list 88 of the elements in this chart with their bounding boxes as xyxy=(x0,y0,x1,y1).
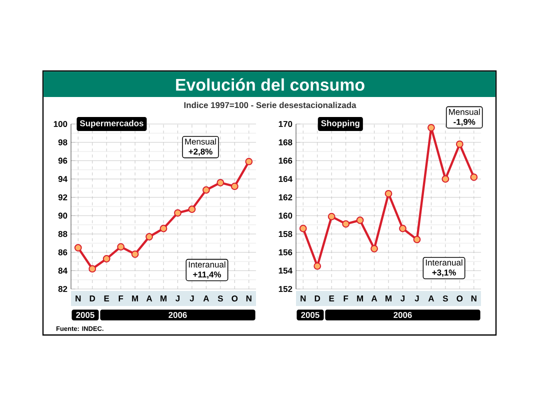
x-tick-label: F xyxy=(344,296,348,302)
text: Shopping xyxy=(321,120,360,128)
annotation: Interanual xyxy=(426,259,462,266)
point xyxy=(88,265,96,273)
point xyxy=(413,236,421,244)
y-tick-label: 158 xyxy=(278,231,292,237)
x-tick-label: D xyxy=(314,296,320,302)
point xyxy=(245,158,253,166)
point xyxy=(117,243,125,251)
point xyxy=(370,244,378,252)
point xyxy=(230,182,238,190)
y-tick-label: 152 xyxy=(278,286,292,292)
x-tick-label: M xyxy=(132,296,138,302)
point xyxy=(356,216,364,224)
x-tick-label: M xyxy=(160,296,166,302)
y-tick-label: 90 xyxy=(58,212,68,219)
x-tick-label: F xyxy=(118,296,124,302)
x-tick-label: A xyxy=(146,296,152,302)
x-tick-label: N xyxy=(76,296,81,302)
y-tick-label: 86 xyxy=(58,249,68,256)
text: Supermercados xyxy=(80,120,144,128)
point xyxy=(384,190,392,198)
y-tick-label: 92 xyxy=(58,194,68,200)
text: 2006 xyxy=(168,312,187,318)
point xyxy=(428,124,435,132)
text: 2005 xyxy=(301,312,320,318)
point xyxy=(202,186,210,194)
y-tick-label: 170 xyxy=(278,121,292,127)
point xyxy=(442,175,450,183)
y-tick-label: 156 xyxy=(278,249,292,256)
y-tick-label: 88 xyxy=(58,231,68,237)
point xyxy=(146,233,153,240)
y-tick-label: 84 xyxy=(58,268,68,274)
annotation: -1,9% xyxy=(454,118,476,126)
point xyxy=(314,262,322,270)
x-tick-label: A xyxy=(371,296,378,302)
annotation: +3,1% xyxy=(432,270,456,277)
x-tick-label: A xyxy=(428,296,434,302)
x-tick-label: J xyxy=(176,296,180,302)
point xyxy=(328,212,336,220)
x-tick-label: S xyxy=(218,296,223,302)
text: 2006 xyxy=(394,312,412,318)
x-tick-label: E xyxy=(104,296,110,302)
x-tick-label: J xyxy=(414,296,419,302)
y-tick-label: 162 xyxy=(278,194,292,200)
point xyxy=(456,140,464,148)
text: Mensual xyxy=(449,108,480,115)
point xyxy=(188,206,196,213)
x-tick-label: O xyxy=(232,296,238,302)
y-tick-label: 96 xyxy=(58,158,68,164)
y-tick-label: 160 xyxy=(278,212,292,219)
x-tick-label: N xyxy=(300,296,306,302)
point xyxy=(299,224,307,232)
x-tick-label: M xyxy=(357,296,364,302)
x-tick-label: J xyxy=(400,296,405,302)
y-tick-label: 82 xyxy=(58,286,68,292)
annotation: Interanual xyxy=(188,261,226,268)
x-tick-label: N xyxy=(246,296,252,302)
x-tick-label: N xyxy=(471,296,476,302)
x-tick-label: J xyxy=(190,296,194,302)
y-tick-label: 100 xyxy=(54,121,68,127)
x-tick-label: E xyxy=(329,296,334,302)
chart-subtitle: Indice 1997=100 - Serie desestacionalizada xyxy=(184,102,356,108)
y-tick-label: 154 xyxy=(278,268,292,274)
y-tick-label: 164 xyxy=(278,176,292,182)
annotation: +11,4% xyxy=(193,272,222,279)
chart-title: Evolución del consumo xyxy=(176,78,364,91)
point xyxy=(160,224,168,232)
x-tick-label: O xyxy=(456,296,463,302)
point xyxy=(342,220,350,228)
x-tick-label: A xyxy=(203,296,210,302)
point xyxy=(216,178,224,186)
point xyxy=(399,224,406,232)
x-tick-label: S xyxy=(442,296,448,302)
y-tick-label: 168 xyxy=(278,139,292,146)
x-tick-label: M xyxy=(386,296,392,302)
annotation: +2,8% xyxy=(188,148,212,156)
point xyxy=(174,209,182,217)
y-tick-label: 94 xyxy=(58,176,68,182)
point xyxy=(470,173,478,181)
text: 2005 xyxy=(76,312,94,318)
annotation: Mensual xyxy=(185,138,216,145)
y-tick-label: 98 xyxy=(58,139,68,146)
point xyxy=(131,250,139,258)
x-tick-label: D xyxy=(90,296,96,302)
point xyxy=(102,255,110,262)
y-tick-label: 166 xyxy=(278,158,292,164)
point xyxy=(74,244,82,252)
